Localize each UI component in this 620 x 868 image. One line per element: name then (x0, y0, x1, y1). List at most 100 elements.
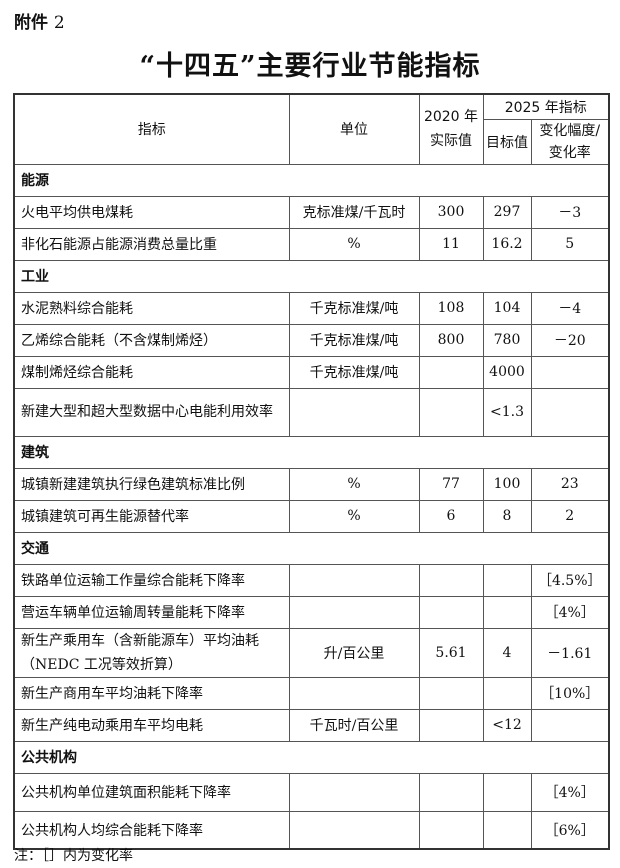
unit-cell (288, 595, 420, 629)
indicator-name: 新生产商用车平均油耗下降率 (13, 676, 290, 710)
unit-cell: % (288, 227, 420, 261)
section-row: 建筑 (13, 435, 610, 469)
actual-2020-cell: 5.61 (418, 627, 484, 678)
unit-cell: % (288, 467, 420, 501)
section-row: 公共机构 (13, 740, 610, 774)
unit-cell: 千克标准煤/吨 (288, 323, 420, 357)
actual-2020-cell: 300 (418, 195, 484, 229)
indicator-name: 火电平均供电煤耗 (13, 195, 290, 229)
unit-cell: 升/百公里 (288, 627, 420, 678)
indicator-name: 营运车辆单位运输周转量能耗下降率 (13, 595, 290, 629)
indicator-name: 新生产乘用车（含新能源车）平均油耗（NEDC 工况等效折算） (13, 627, 290, 678)
indicator-table: 指标 单位 2020 年实际值 2025 年指标 目标值 变化幅度/变化率 能源… (13, 93, 610, 850)
header-target-2025: 2025 年指标 (482, 93, 610, 120)
footnote: 注：［］内为变化率 (14, 848, 133, 864)
change-cell (530, 355, 610, 389)
table-row: 新生产乘用车（含新能源车）平均油耗（NEDC 工况等效折算） 升/百公里 5.61 4… (13, 627, 610, 678)
attachment-label: 附件 2 (14, 13, 65, 33)
indicator-name: 公共机构人均综合能耗下降率 (13, 810, 290, 850)
target-cell (482, 563, 532, 597)
actual-2020-cell (418, 708, 484, 742)
actual-2020-cell (418, 772, 484, 812)
change-cell: ［4%］ (530, 595, 610, 629)
unit-cell (288, 772, 420, 812)
change-cell (530, 708, 610, 742)
change-cell: －20 (530, 323, 610, 357)
unit-cell (288, 676, 420, 710)
target-cell: 4 (482, 627, 532, 678)
change-cell: 2 (530, 499, 610, 533)
indicator-name: 城镇新建建筑执行绿色建筑标准比例 (13, 467, 290, 501)
table-row: 公共机构单位建筑面积能耗下降率 ［4%］ (13, 772, 610, 812)
target-cell: 780 (482, 323, 532, 357)
table-row: 城镇新建建筑执行绿色建筑标准比例% 77 100 23 (13, 467, 610, 501)
change-cell: ［6%］ (530, 810, 610, 850)
unit-cell: 克标准煤/千瓦时 (288, 195, 420, 229)
unit-cell (288, 387, 420, 437)
change-cell: －3 (530, 195, 610, 229)
section-title: 公共机构 (13, 740, 610, 774)
change-cell: 23 (530, 467, 610, 501)
change-cell: ［10%］ (530, 676, 610, 710)
target-cell: 104 (482, 291, 532, 325)
target-cell (482, 595, 532, 629)
actual-2020-cell (418, 810, 484, 850)
actual-2020-cell: 77 (418, 467, 484, 501)
change-cell: －1.61 (530, 627, 610, 678)
target-cell: 4000 (482, 355, 532, 389)
section-title: 能源 (13, 163, 610, 197)
indicator-name: 水泥熟料综合能耗 (13, 291, 290, 325)
unit-cell: 千克标准煤/吨 (288, 355, 420, 389)
unit-cell: % (288, 499, 420, 533)
table-row: 新建大型和超大型数据中心电能利用效率 <1.3 (13, 387, 610, 437)
actual-2020-cell (418, 676, 484, 710)
change-cell: ［4%］ (530, 772, 610, 812)
section-row: 能源 (13, 163, 610, 197)
section-row: 交通 (13, 531, 610, 565)
header-change: 变化幅度/变化率 (530, 118, 610, 165)
unit-cell (288, 810, 420, 850)
change-cell: 5 (530, 227, 610, 261)
indicator-name: 非化石能源占能源消费总量比重 (13, 227, 290, 261)
actual-2020-cell: 800 (418, 323, 484, 357)
actual-2020-cell: 6 (418, 499, 484, 533)
table-row: 新生产纯电动乘用车平均电耗 千瓦时/百公里 <12 (13, 708, 610, 742)
target-cell (482, 772, 532, 812)
unit-cell (288, 563, 420, 597)
target-cell (482, 676, 532, 710)
indicator-name: 城镇建筑可再生能源替代率 (13, 499, 290, 533)
indicator-name: 新建大型和超大型数据中心电能利用效率 (13, 387, 290, 437)
unit-cell: 千克标准煤/吨 (288, 291, 420, 325)
header-unit: 单位 (288, 93, 420, 165)
indicator-name: 煤制烯烃综合能耗 (13, 355, 290, 389)
indicator-name: 铁路单位运输工作量综合能耗下降率 (13, 563, 290, 597)
actual-2020-cell: 11 (418, 227, 484, 261)
table-row: 乙烯综合能耗（不含煤制烯烃） 千克标准煤/吨 800 780 －20 (13, 323, 610, 357)
target-cell: 8 (482, 499, 532, 533)
target-cell: 297 (482, 195, 532, 229)
table-row: 公共机构人均综合能耗下降率 ［6%］ (13, 810, 610, 850)
actual-2020-cell (418, 387, 484, 437)
table-row: 水泥熟料综合能耗 千克标准煤/吨 108 104 －4 (13, 291, 610, 325)
table-row: 铁路单位运输工作量综合能耗下降率 ［4.5%］ (13, 563, 610, 597)
target-cell (482, 810, 532, 850)
table-row: 火电平均供电煤耗 克标准煤/千瓦时 300 297 －3 (13, 195, 610, 229)
page-title: “十四五”主要行业节能指标 (139, 51, 481, 82)
actual-2020-cell (418, 563, 484, 597)
section-title: 工业 (13, 259, 610, 293)
table-row: 煤制烯烃综合能耗 千克标准煤/吨 4000 (13, 355, 610, 389)
unit-cell: 千瓦时/百公里 (288, 708, 420, 742)
table-row: 非化石能源占能源消费总量比重% 11 16.2 5 (13, 227, 610, 261)
actual-2020-cell (418, 595, 484, 629)
change-cell: ［4.5%］ (530, 563, 610, 597)
table-row: 城镇建筑可再生能源替代率% 6 8 2 (13, 499, 610, 533)
target-cell: 16.2 (482, 227, 532, 261)
change-cell: －4 (530, 291, 610, 325)
header-actual-2020: 2020 年实际值 (418, 93, 484, 165)
indicator-name: 新生产纯电动乘用车平均电耗 (13, 708, 290, 742)
header-indicator: 指标 (13, 93, 290, 165)
indicator-name: 乙烯综合能耗（不含煤制烯烃） (13, 323, 290, 357)
change-cell (530, 387, 610, 437)
table-row: 新生产商用车平均油耗下降率 ［10%］ (13, 676, 610, 710)
target-cell: 100 (482, 467, 532, 501)
